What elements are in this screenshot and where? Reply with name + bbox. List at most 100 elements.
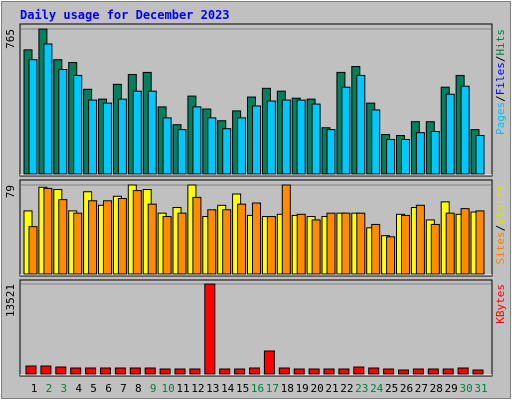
- bar: [311, 219, 321, 275]
- x-tick-label: 31: [474, 382, 487, 395]
- bar: [132, 190, 142, 275]
- bar: [219, 368, 231, 375]
- bar: [58, 199, 68, 275]
- bar: [368, 367, 380, 375]
- bar: [129, 367, 141, 375]
- x-tick-label: 22: [340, 382, 353, 395]
- bar: [28, 59, 38, 175]
- x-tick-label: 5: [90, 382, 97, 395]
- bar: [472, 369, 484, 375]
- bar: [457, 367, 469, 375]
- bar: [159, 368, 171, 375]
- legend-entry: Pages: [494, 102, 507, 135]
- x-tick-label: 3: [60, 382, 67, 395]
- bar: [323, 368, 335, 375]
- bar: [442, 368, 454, 375]
- bar: [249, 367, 260, 375]
- bar: [73, 74, 83, 175]
- bar: [427, 368, 439, 375]
- x-tick-label: 2: [46, 382, 53, 395]
- bar: [341, 86, 351, 175]
- x-tick-label: 6: [105, 382, 112, 395]
- y-tick-label: 79: [4, 185, 17, 198]
- bar: [114, 367, 126, 375]
- bar: [356, 212, 366, 275]
- bar: [204, 283, 216, 375]
- x-tick-label: 23: [355, 382, 368, 395]
- bar: [326, 212, 336, 275]
- bar: [40, 365, 52, 375]
- bar: [266, 100, 276, 175]
- panel: [19, 279, 493, 377]
- x-tick-label: 25: [385, 382, 398, 395]
- bar: [338, 368, 350, 375]
- x-tick-label: 18: [281, 382, 294, 395]
- bar: [207, 209, 217, 275]
- x-tick-label: 17: [266, 382, 279, 395]
- x-tick-label: 24: [370, 382, 384, 395]
- bar: [117, 98, 127, 175]
- bar: [252, 202, 261, 275]
- legend-entry: Hits: [494, 29, 507, 56]
- bar: [398, 369, 409, 375]
- bar: [383, 368, 395, 375]
- x-tick-label: 4: [75, 382, 82, 395]
- bar: [475, 135, 485, 175]
- bar: [237, 117, 247, 175]
- bar: [293, 368, 305, 375]
- bar: [237, 203, 247, 275]
- bar: [445, 212, 455, 275]
- x-tick-label: 9: [150, 382, 157, 395]
- bar: [192, 196, 202, 275]
- bar: [430, 131, 440, 175]
- legend-entry: Sites: [494, 231, 507, 264]
- bar: [144, 367, 156, 375]
- bar: [412, 368, 424, 375]
- x-tick-label: 28: [430, 382, 443, 395]
- bar: [311, 103, 321, 175]
- bar: [445, 93, 455, 175]
- bar: [28, 226, 38, 275]
- x-tick-label: 30: [459, 382, 472, 395]
- bar: [281, 184, 291, 275]
- bar: [132, 90, 142, 175]
- x-tick-label: 12: [191, 382, 204, 395]
- y-tick-label: 13521: [4, 284, 17, 317]
- legend: Pages/Files/Hits: [494, 29, 507, 135]
- x-tick-label: 16: [251, 382, 264, 395]
- bar: [281, 99, 291, 175]
- bar: [85, 367, 97, 375]
- bar: [386, 139, 396, 175]
- bar: [88, 200, 98, 275]
- legend-entry: KBytes: [494, 284, 507, 324]
- bar: [415, 132, 425, 175]
- y-tick-label: 765: [4, 29, 17, 49]
- legend: Sites/Visits: [494, 185, 507, 265]
- bar: [43, 43, 53, 175]
- x-tick-label: 8: [135, 382, 142, 395]
- bar: [100, 367, 111, 375]
- legend-separator: /: [494, 225, 507, 232]
- bar: [386, 236, 396, 275]
- bar: [222, 209, 232, 275]
- bar: [308, 368, 320, 375]
- bar: [371, 223, 381, 275]
- bar: [103, 102, 112, 175]
- x-tick-label: 27: [415, 382, 428, 395]
- bar: [162, 117, 172, 175]
- bar: [43, 187, 53, 275]
- bar: [353, 366, 365, 375]
- bar: [177, 129, 187, 175]
- bar: [177, 212, 187, 275]
- legend-entry: Visits: [494, 185, 507, 225]
- chart-title: Daily usage for December 2023: [20, 8, 230, 22]
- x-tick-label: 14: [221, 382, 235, 395]
- legend-separator: /: [494, 95, 507, 102]
- bar: [401, 214, 410, 275]
- bar: [73, 212, 83, 275]
- x-tick-label: 13: [206, 382, 219, 395]
- x-tick-label: 29: [445, 382, 458, 395]
- bar: [70, 367, 82, 375]
- bar: [263, 350, 275, 375]
